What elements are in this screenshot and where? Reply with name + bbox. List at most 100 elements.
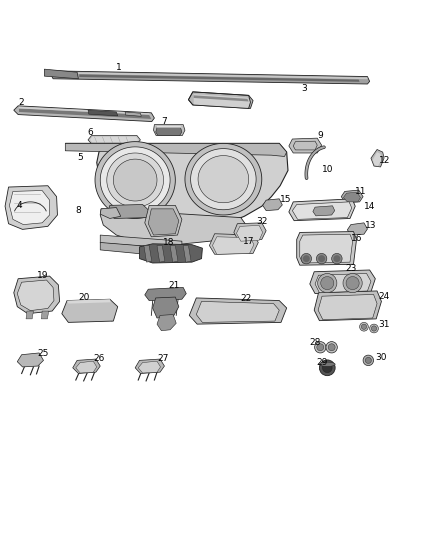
Polygon shape xyxy=(5,185,57,229)
Circle shape xyxy=(343,273,362,293)
Polygon shape xyxy=(17,353,43,367)
Polygon shape xyxy=(95,142,175,219)
Polygon shape xyxy=(41,311,49,319)
Text: 25: 25 xyxy=(38,349,49,358)
Circle shape xyxy=(318,273,337,293)
Polygon shape xyxy=(152,297,179,318)
Polygon shape xyxy=(191,149,256,210)
Polygon shape xyxy=(289,199,355,221)
Ellipse shape xyxy=(319,362,335,367)
Polygon shape xyxy=(14,106,154,122)
Text: 1: 1 xyxy=(116,63,121,72)
Polygon shape xyxy=(100,209,245,245)
Text: 11: 11 xyxy=(355,187,367,196)
Polygon shape xyxy=(100,147,170,213)
Polygon shape xyxy=(17,280,54,311)
Circle shape xyxy=(316,253,327,264)
Polygon shape xyxy=(14,276,60,313)
Text: 29: 29 xyxy=(316,358,328,367)
Polygon shape xyxy=(371,149,384,167)
Circle shape xyxy=(319,360,335,376)
Circle shape xyxy=(328,344,335,351)
Text: 8: 8 xyxy=(75,206,81,215)
Polygon shape xyxy=(341,190,363,203)
Polygon shape xyxy=(343,192,360,202)
Text: 10: 10 xyxy=(322,165,334,174)
Polygon shape xyxy=(145,287,186,301)
Polygon shape xyxy=(19,107,150,115)
Text: 27: 27 xyxy=(157,354,169,362)
Polygon shape xyxy=(108,205,149,219)
Text: 3: 3 xyxy=(301,84,307,93)
Text: 22: 22 xyxy=(240,294,252,303)
Circle shape xyxy=(317,344,324,351)
Polygon shape xyxy=(157,246,165,262)
Polygon shape xyxy=(90,137,138,142)
Text: 14: 14 xyxy=(364,202,375,211)
Polygon shape xyxy=(314,291,381,321)
Polygon shape xyxy=(76,361,97,373)
Polygon shape xyxy=(107,153,163,207)
Circle shape xyxy=(346,277,359,289)
Text: 15: 15 xyxy=(279,195,291,204)
Text: 2: 2 xyxy=(19,98,25,107)
Polygon shape xyxy=(19,108,151,119)
Polygon shape xyxy=(67,299,111,304)
Polygon shape xyxy=(189,298,287,324)
Circle shape xyxy=(314,342,326,353)
Polygon shape xyxy=(185,143,262,215)
Polygon shape xyxy=(300,234,353,263)
Polygon shape xyxy=(209,234,258,254)
Polygon shape xyxy=(373,152,381,166)
Polygon shape xyxy=(194,94,251,108)
Polygon shape xyxy=(188,92,253,108)
Polygon shape xyxy=(62,299,118,322)
Circle shape xyxy=(318,255,325,262)
Polygon shape xyxy=(155,128,182,135)
Polygon shape xyxy=(51,71,370,84)
Text: 4: 4 xyxy=(16,201,22,210)
Circle shape xyxy=(370,324,378,333)
Polygon shape xyxy=(170,246,178,262)
Text: 21: 21 xyxy=(169,281,180,290)
Circle shape xyxy=(303,255,310,262)
Circle shape xyxy=(321,277,334,289)
Text: 23: 23 xyxy=(345,264,357,273)
Polygon shape xyxy=(10,190,49,224)
Polygon shape xyxy=(140,244,202,263)
Polygon shape xyxy=(44,69,78,79)
Polygon shape xyxy=(79,75,360,82)
Polygon shape xyxy=(313,206,335,216)
Polygon shape xyxy=(88,135,141,144)
Polygon shape xyxy=(157,314,176,330)
Polygon shape xyxy=(100,243,182,258)
Polygon shape xyxy=(292,202,352,220)
Text: 24: 24 xyxy=(378,292,390,301)
Polygon shape xyxy=(125,112,141,116)
Text: 17: 17 xyxy=(243,237,254,246)
Polygon shape xyxy=(26,311,33,319)
Circle shape xyxy=(301,253,311,264)
Polygon shape xyxy=(198,156,249,203)
Polygon shape xyxy=(100,235,182,249)
Text: 12: 12 xyxy=(379,156,391,165)
Circle shape xyxy=(371,326,377,331)
Text: 6: 6 xyxy=(87,127,93,136)
Polygon shape xyxy=(88,110,118,116)
Circle shape xyxy=(326,342,337,353)
Polygon shape xyxy=(315,273,371,293)
Text: 28: 28 xyxy=(309,338,321,348)
Polygon shape xyxy=(310,270,375,294)
Text: 26: 26 xyxy=(93,354,105,362)
Text: 30: 30 xyxy=(375,353,386,362)
Polygon shape xyxy=(148,209,179,235)
Polygon shape xyxy=(100,207,121,219)
Circle shape xyxy=(322,363,332,373)
Polygon shape xyxy=(183,246,191,262)
Text: 16: 16 xyxy=(351,234,362,243)
Polygon shape xyxy=(65,143,288,227)
Text: 32: 32 xyxy=(256,216,268,225)
Polygon shape xyxy=(194,95,249,101)
Polygon shape xyxy=(65,143,287,157)
Polygon shape xyxy=(138,361,160,373)
